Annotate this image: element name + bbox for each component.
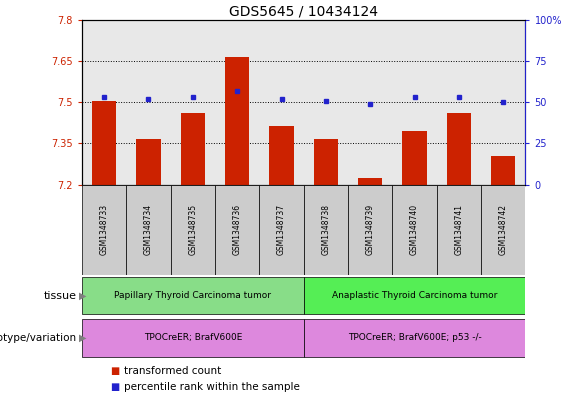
Bar: [358, 178, 383, 185]
Bar: [437, 185, 481, 275]
Bar: [304, 277, 525, 314]
Text: GSM1348735: GSM1348735: [188, 204, 197, 255]
Bar: [447, 113, 471, 185]
Bar: [481, 185, 525, 275]
Bar: [82, 318, 304, 358]
Bar: [215, 185, 259, 275]
Text: Anaplastic Thyroid Carcinoma tumor: Anaplastic Thyroid Carcinoma tumor: [332, 291, 497, 300]
Bar: [92, 101, 116, 185]
Text: percentile rank within the sample: percentile rank within the sample: [124, 382, 300, 392]
Text: ▶: ▶: [79, 291, 86, 301]
Text: GSM1348733: GSM1348733: [99, 204, 108, 255]
Bar: [348, 185, 393, 275]
Bar: [304, 318, 525, 358]
Text: ■: ■: [110, 382, 119, 392]
Text: ■: ■: [110, 366, 119, 376]
Bar: [82, 277, 304, 314]
Text: TPOCreER; BrafV600E; p53 -/-: TPOCreER; BrafV600E; p53 -/-: [347, 334, 481, 342]
Bar: [393, 185, 437, 275]
Text: GSM1348734: GSM1348734: [144, 204, 153, 255]
Bar: [82, 185, 126, 275]
Text: GSM1348742: GSM1348742: [499, 204, 508, 255]
Text: GSM1348740: GSM1348740: [410, 204, 419, 255]
Bar: [402, 131, 427, 185]
Bar: [491, 156, 515, 185]
Bar: [181, 113, 205, 185]
Text: genotype/variation: genotype/variation: [0, 333, 76, 343]
Text: tissue: tissue: [44, 291, 76, 301]
Bar: [82, 20, 126, 185]
Bar: [481, 20, 525, 185]
Bar: [171, 185, 215, 275]
Bar: [127, 185, 171, 275]
Bar: [127, 20, 171, 185]
Text: ▶: ▶: [79, 333, 86, 343]
Bar: [270, 126, 294, 185]
Text: transformed count: transformed count: [124, 366, 221, 376]
Bar: [304, 185, 348, 275]
Text: Papillary Thyroid Carcinoma tumor: Papillary Thyroid Carcinoma tumor: [114, 291, 271, 300]
Bar: [393, 20, 437, 185]
Text: TPOCreER; BrafV600E: TPOCreER; BrafV600E: [144, 334, 242, 342]
Bar: [136, 140, 160, 185]
Bar: [259, 185, 304, 275]
Bar: [304, 20, 348, 185]
Text: GSM1348738: GSM1348738: [321, 204, 331, 255]
Bar: [225, 57, 249, 185]
Title: GDS5645 / 10434124: GDS5645 / 10434124: [229, 4, 378, 18]
Text: GSM1348739: GSM1348739: [366, 204, 375, 255]
Text: GSM1348741: GSM1348741: [454, 204, 463, 255]
Bar: [314, 140, 338, 185]
Text: GSM1348736: GSM1348736: [233, 204, 242, 255]
Bar: [215, 20, 259, 185]
Text: GSM1348737: GSM1348737: [277, 204, 286, 255]
Bar: [171, 20, 215, 185]
Bar: [348, 20, 393, 185]
Bar: [437, 20, 481, 185]
Bar: [259, 20, 304, 185]
